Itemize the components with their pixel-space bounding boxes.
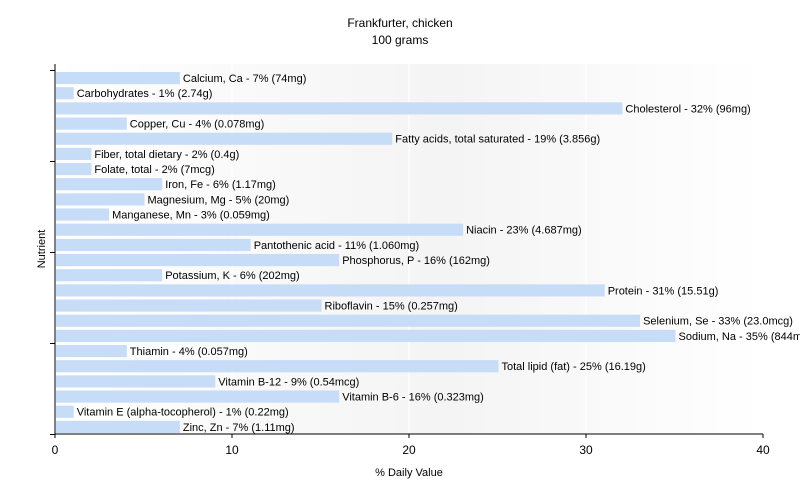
chart-title: Frankfurter, chicken: [347, 16, 452, 30]
bar: [56, 223, 464, 236]
bar: [56, 238, 251, 251]
bar-label: Folate, total - 2% (7mcg): [94, 164, 214, 176]
bar-label: Iron, Fe - 6% (1.17mg): [165, 179, 276, 191]
bar: [56, 193, 145, 206]
bar-label: Vitamin E (alpha-tocopherol) - 1% (0.22m…: [77, 407, 289, 419]
bar-label: Fiber, total dietary - 2% (0.4g): [94, 149, 239, 161]
bar: [56, 314, 641, 327]
bar-label: Protein - 31% (15.51g): [608, 285, 719, 297]
bar: [56, 420, 180, 433]
bars: [56, 72, 676, 433]
bar: [56, 208, 110, 221]
bar-label: Pantothenic acid - 11% (1.060mg): [254, 240, 420, 252]
x-tick-label: 0: [52, 443, 59, 457]
x-tick-label: 40: [756, 443, 770, 457]
bar-label: Vitamin B-6 - 16% (0.323mg): [342, 392, 484, 404]
bar: [56, 345, 127, 358]
bar-label: Riboflavin - 15% (0.257mg): [325, 301, 458, 313]
bar: [56, 269, 163, 282]
grid-lines: [231, 64, 764, 434]
bar: [56, 390, 340, 403]
bar-label: Copper, Cu - 4% (0.078mg): [130, 119, 265, 131]
bar-label: Cholesterol - 32% (96mg): [625, 103, 750, 115]
bar: [56, 375, 216, 388]
chart-subtitle: 100 grams: [372, 33, 429, 47]
bar-label: Phosphorus, P - 16% (162mg): [342, 255, 490, 267]
y-axis-title: Nutrient: [36, 230, 48, 269]
x-tick-label: 30: [579, 443, 593, 457]
bar-label: Total lipid (fat) - 25% (16.19g): [502, 361, 646, 373]
x-tick-label: 10: [225, 443, 239, 457]
bar: [56, 132, 393, 145]
bar-label: Zinc, Zn - 7% (1.11mg): [183, 422, 295, 434]
bar: [56, 87, 74, 100]
bar: [56, 163, 92, 176]
bar-label: Selenium, Se - 33% (23.0mcg): [643, 316, 793, 328]
x-axis-title: % Daily Value: [375, 467, 443, 479]
bar: [56, 254, 340, 267]
bar-label: Thiamin - 4% (0.057mg): [130, 346, 248, 358]
bar: [56, 299, 322, 312]
bar: [56, 147, 92, 160]
bar-label: Carbohydrates - 1% (2.74g): [77, 88, 213, 100]
bar: [56, 405, 74, 418]
bar: [56, 360, 499, 373]
bar-label: Fatty acids, total saturated - 19% (3.85…: [395, 134, 600, 146]
bar-label: Potassium, K - 6% (202mg): [165, 270, 300, 282]
bar-label: Calcium, Ca - 7% (74mg): [183, 73, 306, 85]
bar: [56, 284, 605, 297]
bar: [56, 102, 623, 115]
x-axis-ticks: 0 10 20 30 40: [52, 434, 770, 457]
bar-labels: Calcium, Ca - 7% (74mg) Carbohydrates - 1…: [77, 73, 800, 434]
bar-label: Niacin - 23% (4.687mg): [466, 225, 582, 237]
bar-label: Sodium, Na - 35% (844mg): [679, 331, 800, 343]
x-tick-label: 20: [402, 443, 416, 457]
bar: [56, 329, 676, 342]
bar: [56, 178, 163, 191]
bar: [56, 72, 180, 85]
bar-label: Manganese, Mn - 3% (0.059mg): [112, 210, 270, 222]
bar-label: Magnesium, Mg - 5% (20mg): [148, 194, 290, 206]
y-axis-ticks: [50, 69, 55, 435]
bar-label: Vitamin B-12 - 9% (0.54mcg): [218, 376, 359, 388]
bar: [56, 117, 127, 130]
